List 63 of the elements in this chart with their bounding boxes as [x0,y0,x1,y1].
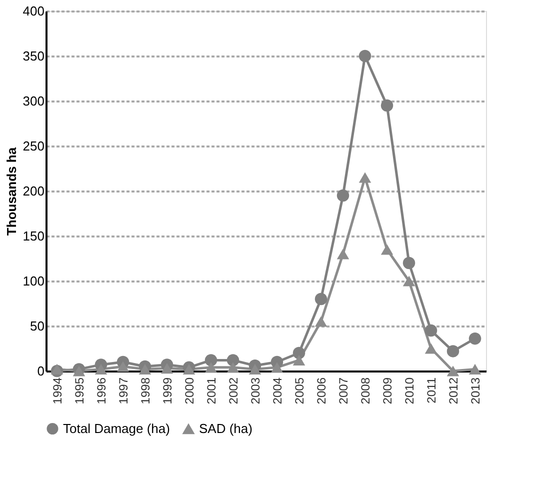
point [314,292,328,306]
point [72,366,86,376]
point [446,345,460,358]
point [226,354,240,366]
y-tick-label: 50 [30,318,44,334]
y-tick-label: 0 [37,364,44,378]
y-axis-title: Thousands ha [4,146,19,236]
point [204,362,218,373]
point [468,332,482,345]
x-tick-label: 1994 [50,377,64,404]
y-tick-label: 200 [22,184,44,198]
point [358,172,372,183]
x-tick-label: 2006 [314,377,328,404]
point [380,99,394,112]
point [468,364,482,375]
x-tick-label: 2001 [204,377,218,404]
point [314,316,328,327]
legend-label: SAD (ha) [199,421,252,436]
point [402,276,416,286]
y-tick-label: 400 [22,4,44,18]
point [138,364,152,375]
point [292,354,306,366]
x-tick-label: 2008 [358,377,372,404]
point [424,324,438,337]
point [270,362,284,373]
x-tick-label: 1997 [116,377,130,404]
point [358,50,372,62]
point [336,248,350,260]
point [446,366,460,376]
x-tick-label: 2002 [226,377,240,404]
x-tick-label: 1999 [160,377,174,404]
point [292,346,306,360]
point [116,361,130,372]
x-tick-label: 2012 [446,377,460,404]
x-tick-label: 2005 [292,377,306,404]
x-tick-label: 1995 [72,377,86,404]
x-tick-label: 1998 [138,377,152,404]
point [50,364,64,375]
point [402,256,416,270]
x-tick-label: 2013 [468,377,482,404]
y-tick-label: 150 [22,228,44,244]
y-tick-label: 250 [22,138,44,154]
point [204,354,218,366]
point [160,362,174,374]
y-tick-label: 100 [22,274,44,288]
x-tick-label: 1996 [94,377,108,404]
x-tick-label: 2004 [270,377,284,404]
x-tick-label: 2011 [424,377,438,404]
point [424,343,438,354]
x-tick-label: 2000 [182,377,196,404]
x-tick-label: 2007 [336,377,350,404]
point [94,364,108,375]
x-tick-label: 2003 [248,377,262,404]
point [336,189,350,202]
x-tick-label: 2009 [380,377,394,404]
legend-label: Total Damage (ha) [63,420,170,436]
point [226,362,240,373]
y-tick-label: 350 [22,48,44,64]
y-tick-label: 300 [22,94,44,108]
point [380,244,394,255]
x-tick-label: 2010 [402,377,416,404]
point [248,364,262,375]
point [182,364,196,375]
